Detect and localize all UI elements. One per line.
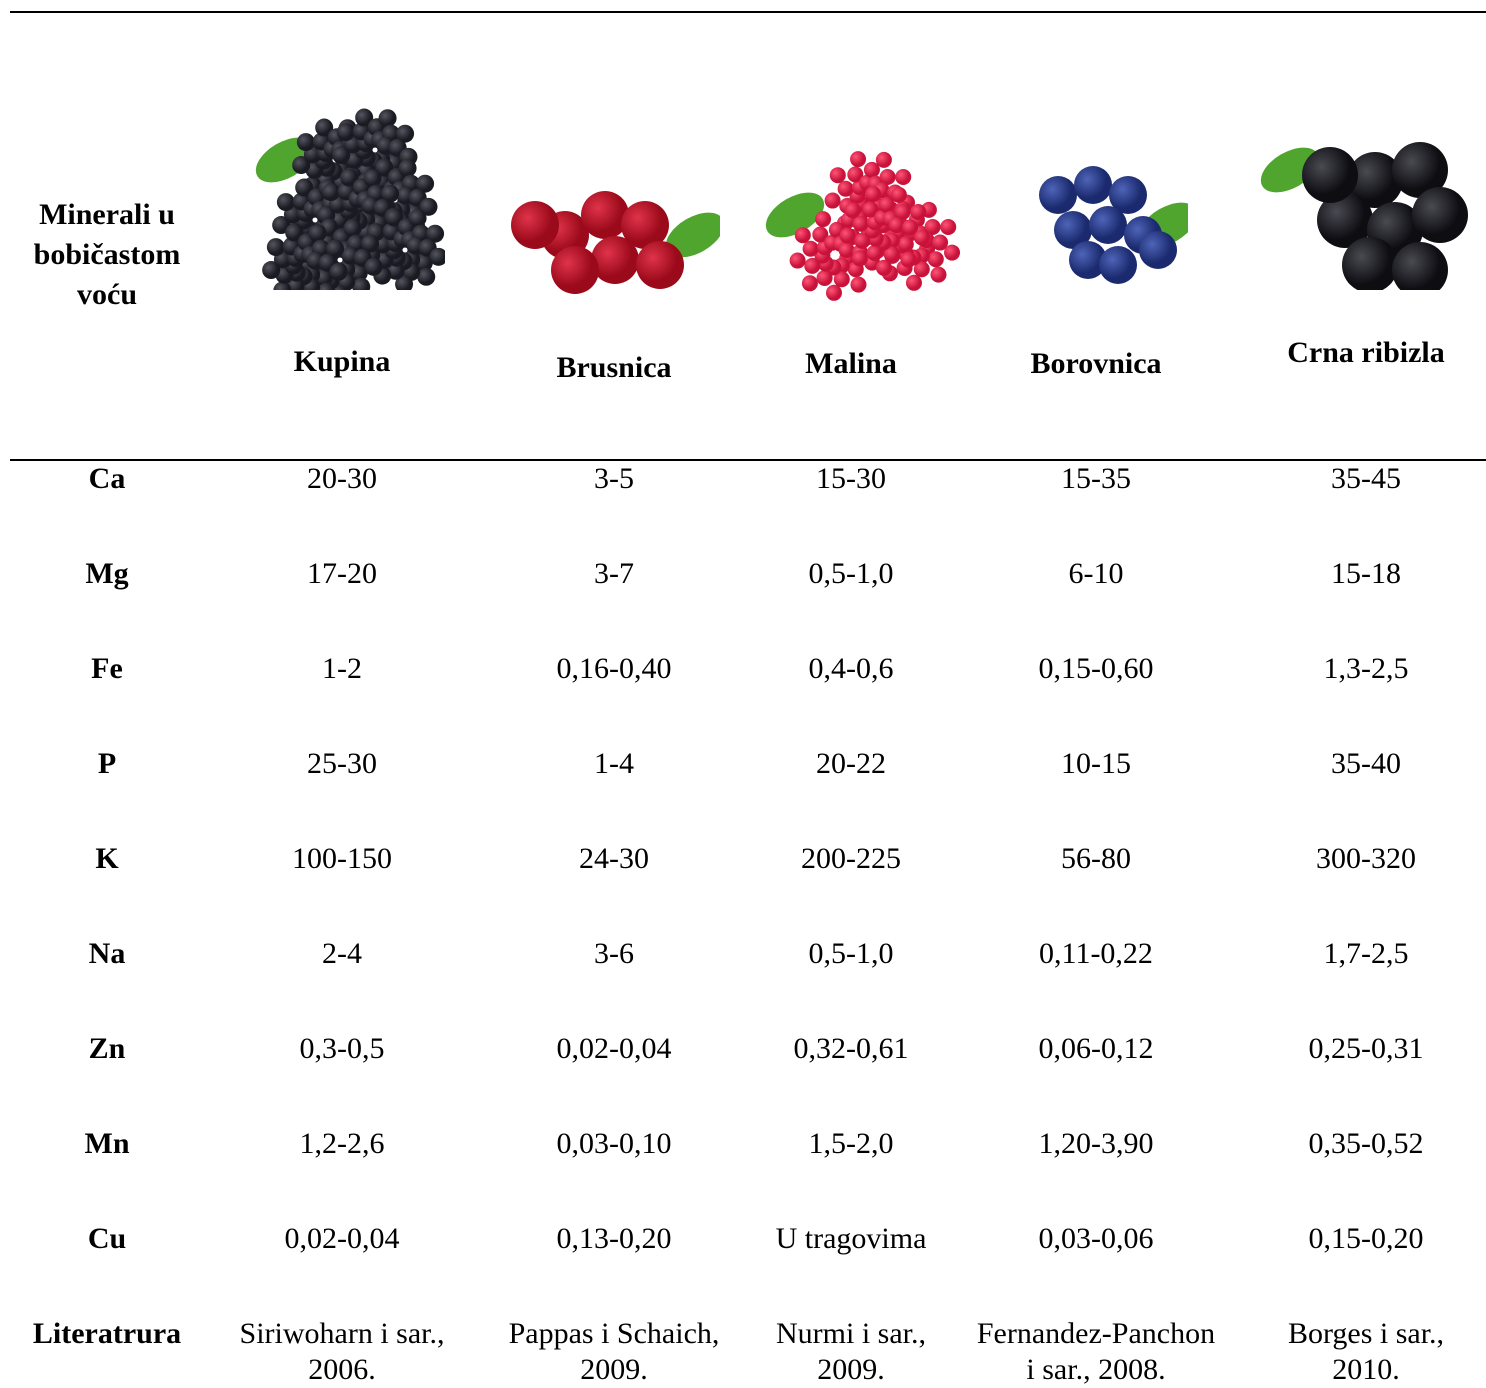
cell: 0,06-0,12 (1038, 1032, 1154, 1065)
cell: 0,02-0,04 (556, 1032, 672, 1065)
cell: 1,2-2,6 (299, 1127, 385, 1160)
cell: 20-22 (816, 747, 886, 780)
cell: 300-320 (1316, 842, 1416, 875)
cell: 35-45 (1331, 462, 1401, 495)
cell: 0,5-1,0 (808, 937, 894, 970)
cell: 0,03-0,06 (1038, 1222, 1154, 1255)
reference: Siriwoharn i sar., (239, 1317, 445, 1350)
cell: 0,15-0,60 (1038, 652, 1154, 685)
reference: 2010. (1332, 1353, 1400, 1386)
row-label: Fe (91, 652, 123, 685)
cell: 0,13-0,20 (556, 1222, 672, 1255)
fruit-image (1260, 142, 1468, 290)
column-header: Malina (805, 347, 897, 380)
cell: 0,16-0,40 (556, 652, 672, 685)
cell: 0,15-0,20 (1308, 1222, 1424, 1255)
cell: 3-6 (594, 937, 634, 970)
cell: 15-35 (1061, 462, 1131, 495)
row-label: Literatrura (32, 1317, 182, 1350)
row-label: Na (88, 937, 126, 970)
cell: 100-150 (292, 842, 392, 875)
cell: 1,7-2,5 (1323, 937, 1409, 970)
cell: 15-18 (1331, 557, 1401, 590)
cell: 1-4 (594, 747, 634, 780)
column-header: Brusnica (556, 351, 672, 384)
cell: 10-15 (1061, 747, 1131, 780)
fruit-image (511, 191, 720, 294)
fruit-image (765, 151, 960, 301)
row-label: Zn (88, 1032, 126, 1065)
reference: 2009. (580, 1353, 648, 1386)
row-label: Cu (87, 1222, 127, 1255)
reference: 2009. (817, 1353, 885, 1386)
corner-title: voću (77, 278, 137, 311)
reference: 2006. (308, 1353, 376, 1386)
cell: 15-30 (816, 462, 886, 495)
cell: 17-20 (307, 557, 377, 590)
corner-title: bobičastom (33, 238, 181, 271)
cell: 0,25-0,31 (1308, 1032, 1424, 1065)
cell: 200-225 (801, 842, 901, 875)
reference: Borges i sar., (1287, 1317, 1445, 1350)
corner-title: Minerali u (39, 198, 175, 231)
column-header: Crna ribizla (1287, 336, 1445, 369)
reference: Fernandez-Panchon (976, 1317, 1216, 1350)
cell: 1-2 (322, 652, 362, 685)
reference: Nurmi i sar., (776, 1317, 926, 1350)
fruit-image (255, 108, 445, 290)
row-label: P (97, 747, 117, 780)
cell: 25-30 (307, 747, 377, 780)
cell: 1,3-2,5 (1323, 652, 1409, 685)
cell: 3-5 (594, 462, 634, 495)
cell: 24-30 (579, 842, 649, 875)
column-header: Kupina (293, 345, 391, 378)
cell: 1,5-2,0 (808, 1127, 894, 1160)
header-rule (10, 459, 1486, 461)
cell: 0,03-0,10 (556, 1127, 672, 1160)
column-header: Borovnica (1030, 347, 1162, 380)
row-label: K (95, 842, 119, 875)
reference: i sar., 2008. (1026, 1353, 1166, 1386)
reference: Pappas i Schaich, (508, 1317, 720, 1350)
cell: 6-10 (1068, 557, 1124, 590)
cell: 2-4 (322, 937, 362, 970)
cell: 3-7 (594, 557, 634, 590)
cell: 1,20-3,90 (1038, 1127, 1154, 1160)
cell: 0,3-0,5 (299, 1032, 385, 1065)
cell: 20-30 (307, 462, 377, 495)
cell: 0,02-0,04 (284, 1222, 400, 1255)
cell: 0,11-0,22 (1039, 937, 1153, 970)
top-rule (10, 11, 1486, 13)
row-label: Ca (88, 462, 126, 495)
cell: 0,32-0,61 (793, 1032, 909, 1065)
cell: 56-80 (1061, 842, 1131, 875)
cell: 35-40 (1331, 747, 1401, 780)
row-label: Mn (84, 1127, 130, 1160)
cell: 0,35-0,52 (1308, 1127, 1424, 1160)
row-label: Mg (85, 557, 129, 590)
fruit-image (1039, 166, 1188, 284)
cell: 0,5-1,0 (808, 557, 894, 590)
cell: 0,4-0,6 (808, 652, 894, 685)
cell: U tragovima (775, 1222, 927, 1255)
